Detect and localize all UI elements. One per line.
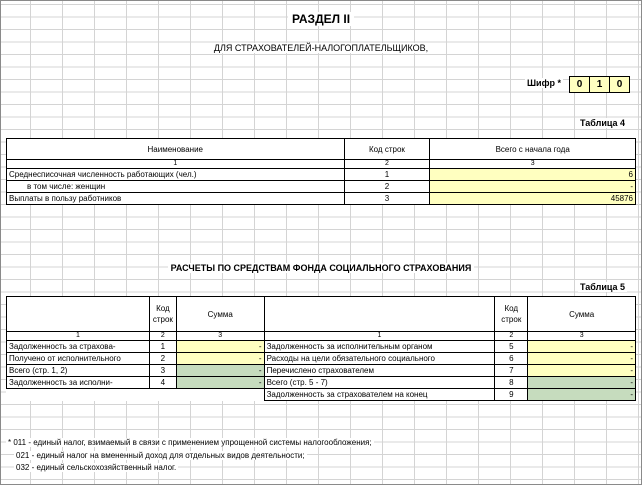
t5-header-code-right: Код строк <box>494 296 529 332</box>
table-row: Задолженность за страхователем на конец … <box>7 388 636 401</box>
t5-header-sum-left: Сумма <box>175 296 265 332</box>
section-title: РАСЧЕТЫ ПО СРЕДСТВАМ ФОНДА СОЦИАЛЬНОГО С… <box>0 263 642 273</box>
table-4: Наименование Код строк Всего с начала го… <box>6 138 636 205</box>
t5-right-value[interactable]: - <box>527 340 636 353</box>
t5-left-name: Задолженность за исполни- <box>6 376 150 389</box>
table-row: в том числе: женщин 2 - <box>6 180 636 193</box>
t5-header-code-left: Код строк <box>148 296 177 332</box>
table-row: Среднесписочная численность работающих (… <box>6 168 636 181</box>
t5-right-value: - <box>527 376 636 389</box>
footnote-2: 021 - единый налог на вмененный доход дл… <box>14 451 307 460</box>
footnote-3: 032 - единый сельскохозяйственный налог. <box>14 463 179 472</box>
t4-row-name: Выплаты в пользу работников <box>6 192 345 205</box>
t5-colnum: 1 <box>263 331 496 341</box>
t5-right-name: Расходы на цели обязательного социальног… <box>263 352 496 365</box>
t4-row-code: 1 <box>343 168 431 181</box>
t5-right-code: 5 <box>494 340 529 353</box>
table-row: Всего (стр. 1, 2) 3 - Перечислено страхо… <box>6 364 636 377</box>
t4-row-name: Среднесписочная численность работающих (… <box>6 168 345 181</box>
t5-right-name: Задолженность за страхователем на конец <box>263 388 496 401</box>
t5-right-code: 8 <box>494 376 529 389</box>
page-title: РАЗДЕЛ II <box>0 12 642 26</box>
t5-right-value[interactable]: - <box>527 352 636 365</box>
t5-left-value: - <box>175 364 265 377</box>
t5-colnum: 2 <box>148 331 177 341</box>
t5-left-value[interactable]: - <box>175 340 265 353</box>
t5-right-code: 7 <box>494 364 529 377</box>
t5-right-name: Задолженность за исполнительным органом <box>263 340 496 353</box>
t5-left-code: 3 <box>148 364 177 377</box>
t5-left-code: 1 <box>148 340 177 353</box>
table-row: Задолженность за исполни- 4 - Всего (стр… <box>6 376 636 389</box>
t4-row-code: 2 <box>343 180 431 193</box>
t4-colnum: 3 <box>429 159 636 169</box>
footnote-1: * 011 - единый налог, взимаемый в связи … <box>6 438 374 447</box>
t4-row-code: 3 <box>343 192 431 205</box>
t5-left-code: 2 <box>148 352 177 365</box>
table4-caption: Таблица 4 <box>578 118 628 128</box>
t4-row-value[interactable]: - <box>429 180 636 193</box>
t5-header-sum-right: Сумма <box>527 296 636 332</box>
t5-colnum: 3 <box>527 331 636 341</box>
t4-header-name: Наименование <box>6 138 345 160</box>
t5-colnum: 3 <box>175 331 265 341</box>
table-5: Код строк Сумма Код строк Сумма 1 2 3 1 … <box>6 296 636 401</box>
t4-row-name: в том числе: женщин <box>6 180 345 193</box>
t4-row-value[interactable]: 45876 <box>429 192 636 205</box>
cipher-label: Шифр * <box>525 78 563 88</box>
t5-right-code: 9 <box>494 388 529 401</box>
t5-left-name: Задолженность за страхова- <box>6 340 150 353</box>
t4-colnum: 2 <box>343 159 431 169</box>
t5-left-value: - <box>175 376 265 389</box>
t4-header-code: Код строк <box>343 138 431 160</box>
t5-left-name: Получено от исполнительного <box>6 352 150 365</box>
t5-right-value[interactable]: - <box>527 364 636 377</box>
t5-header-name-right <box>263 296 496 332</box>
table5-caption: Таблица 5 <box>578 282 628 292</box>
t5-right-name: Всего (стр. 5 - 7) <box>263 376 496 389</box>
t5-left-value[interactable]: - <box>175 352 265 365</box>
t4-row-value[interactable]: 6 <box>429 168 636 181</box>
cipher-digit-3[interactable]: 0 <box>609 77 629 92</box>
t5-right-code: 6 <box>494 352 529 365</box>
t5-colnum: 2 <box>494 331 529 341</box>
table-row: Задолженность за страхова- 1 - Задолженн… <box>6 340 636 353</box>
t5-right-name: Перечислено страхователем <box>263 364 496 377</box>
t5-header-name-left <box>6 296 150 332</box>
t4-colnum: 1 <box>6 159 345 169</box>
t5-left-name: Всего (стр. 1, 2) <box>6 364 150 377</box>
t5-right-value: - <box>527 388 636 401</box>
cipher-digit-2[interactable]: 1 <box>589 77 609 92</box>
table-row: Получено от исполнительного 2 - Расходы … <box>6 352 636 365</box>
cipher-digit-1[interactable]: 0 <box>570 77 589 92</box>
t5-colnum: 1 <box>6 331 150 341</box>
table-row: Выплаты в пользу работников 3 45876 <box>6 192 636 205</box>
t5-left-code: 4 <box>148 376 177 389</box>
t4-header-total: Всего с начала года <box>429 138 636 160</box>
cipher-cells: 0 1 0 <box>569 76 630 93</box>
page-subtitle: ДЛЯ СТРАХОВАТЕЛЕЙ-НАЛОГОПЛАТЕЛЬЩИКОВ, <box>0 43 642 53</box>
